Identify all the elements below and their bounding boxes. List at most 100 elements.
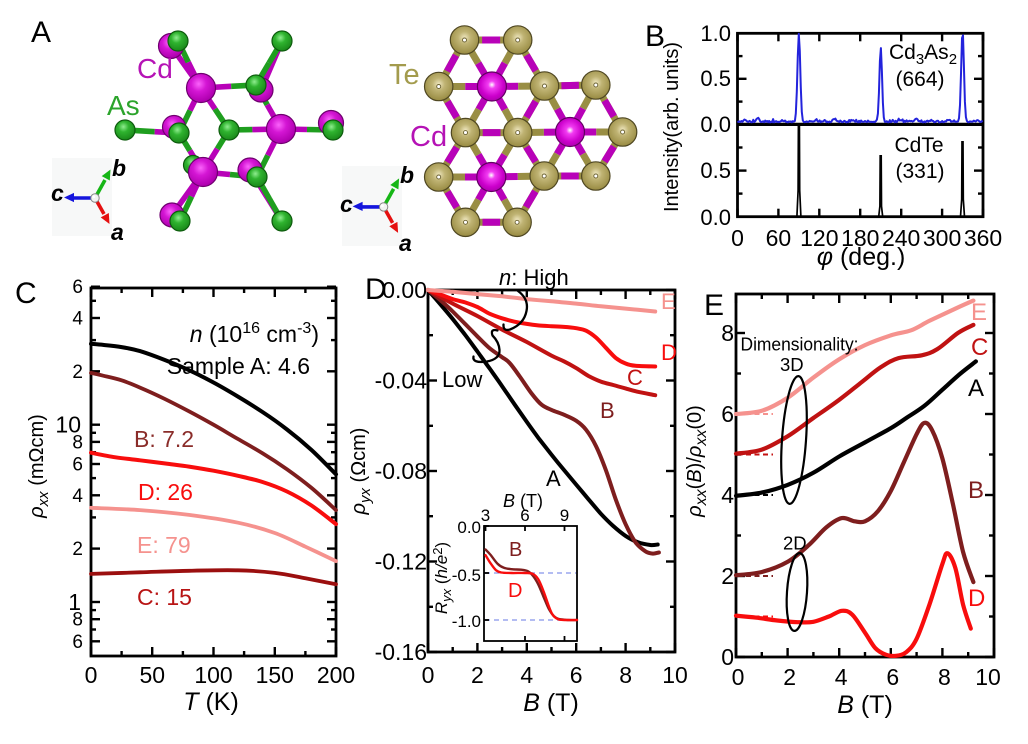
svg-text:10: 10 (975, 664, 1001, 690)
svg-text:A: A (546, 466, 561, 491)
svg-text:-0.16: -0.16 (375, 639, 427, 665)
svg-text:E: E (704, 289, 724, 322)
svg-text:2: 2 (721, 563, 734, 589)
svg-text:D: D (508, 580, 522, 602)
svg-text:10: 10 (55, 412, 81, 438)
svg-text:2: 2 (783, 664, 796, 690)
svg-text:Cd: Cd (410, 121, 447, 153)
svg-text:6: 6 (570, 662, 583, 688)
svg-text:Low: Low (442, 367, 482, 392)
svg-text:8: 8 (938, 664, 951, 690)
svg-text:6: 6 (72, 455, 83, 476)
svg-text:0.0: 0.0 (700, 112, 731, 137)
svg-text:-0.08: -0.08 (375, 458, 427, 484)
svg-text:CdTe: CdTe (894, 134, 943, 157)
svg-text:Sample A: 4.6: Sample A: 4.6 (167, 353, 310, 379)
svg-text:Te: Te (389, 59, 420, 91)
svg-text:-0.12: -0.12 (375, 549, 427, 575)
svg-text:4: 4 (835, 664, 848, 690)
svg-text:E: E (661, 289, 676, 314)
svg-text:2: 2 (72, 539, 83, 560)
svg-text:a: a (111, 219, 124, 245)
svg-text:C: C (627, 365, 643, 390)
svg-text:120: 120 (800, 225, 838, 251)
svg-text:Cd: Cd (137, 53, 173, 84)
svg-text:B: 7.2: B: 7.2 (134, 426, 194, 452)
svg-text:4: 4 (721, 482, 734, 508)
svg-text:50: 50 (139, 662, 165, 688)
svg-text:B: B (968, 477, 984, 504)
svg-text:100: 100 (194, 662, 232, 688)
svg-text:ρyx (Ωcm): ρyx (Ωcm) (348, 428, 374, 516)
svg-text:Ryx (h/e2): Ryx (h/e2) (430, 542, 454, 614)
svg-text:B: B (600, 398, 615, 423)
svg-text:0: 0 (422, 662, 435, 688)
svg-text:(664): (664) (895, 68, 944, 91)
svg-text:1: 1 (68, 589, 81, 615)
svg-text:8: 8 (721, 320, 734, 346)
svg-text:0: 0 (85, 662, 98, 688)
svg-text:c: c (51, 180, 64, 206)
svg-text:A: A (31, 16, 51, 49)
svg-text:1.0: 1.0 (700, 21, 731, 46)
svg-text:6: 6 (886, 664, 899, 690)
svg-text:3D: 3D (780, 354, 804, 375)
svg-text:-0.04: -0.04 (375, 368, 428, 394)
svg-text:C: 15: C: 15 (137, 584, 192, 610)
svg-text:As: As (107, 90, 140, 121)
svg-text:0.0: 0.0 (700, 205, 731, 230)
svg-text:2D: 2D (783, 533, 807, 554)
svg-text:Intensity(arb. units): Intensity(arb. units) (661, 42, 683, 212)
svg-text:300: 300 (923, 225, 961, 251)
svg-text:4: 4 (72, 486, 83, 507)
svg-text:D: D (968, 585, 985, 612)
svg-text:B (T): B (T) (503, 491, 543, 511)
svg-text:n: High: n: High (499, 265, 569, 290)
svg-text:6: 6 (72, 277, 83, 298)
svg-text:D: 26: D: 26 (138, 479, 193, 505)
svg-text:240: 240 (882, 225, 920, 251)
svg-text:D: D (365, 273, 387, 306)
svg-text:C: C (971, 334, 988, 361)
svg-text:8: 8 (72, 610, 83, 631)
svg-text:B (T): B (T) (523, 689, 579, 717)
svg-text:2: 2 (471, 662, 484, 688)
svg-text:4: 4 (520, 662, 533, 688)
svg-text:180: 180 (841, 225, 879, 251)
svg-text:(331): (331) (895, 160, 944, 183)
svg-text:0: 0 (731, 225, 744, 251)
svg-text:2: 2 (72, 362, 83, 383)
svg-text:ρxx (mΩcm): ρxx (mΩcm) (26, 414, 52, 519)
svg-text:-0.5: -0.5 (452, 566, 481, 585)
svg-text:A: A (968, 375, 984, 402)
svg-text:6: 6 (520, 506, 529, 525)
svg-text:0.00: 0.00 (382, 277, 427, 303)
svg-text:3: 3 (481, 506, 490, 525)
svg-text:D: D (661, 340, 677, 365)
svg-text:6: 6 (721, 401, 734, 427)
svg-text:c: c (340, 191, 353, 217)
svg-text:150: 150 (256, 662, 294, 688)
svg-text:8: 8 (72, 432, 83, 453)
svg-text:6: 6 (72, 632, 83, 653)
svg-text:200: 200 (317, 662, 355, 688)
svg-text:Dimensionality:: Dimensionality: (741, 334, 859, 355)
svg-text:0.5: 0.5 (700, 158, 731, 183)
svg-text:60: 60 (766, 225, 792, 251)
svg-text:4: 4 (72, 308, 83, 329)
svg-text:ρxx(B)/ρxx(0): ρxx(B)/ρxx(0) (684, 405, 710, 518)
svg-text:B: B (645, 20, 665, 53)
svg-text:0: 0 (732, 664, 745, 690)
svg-text:0: 0 (721, 644, 734, 670)
svg-text:b: b (400, 162, 414, 188)
svg-text:C: C (15, 277, 37, 310)
svg-text:a: a (399, 230, 412, 256)
svg-text:360: 360 (964, 225, 1002, 251)
svg-text:B (T): B (T) (837, 691, 893, 719)
svg-text:0.5: 0.5 (700, 66, 731, 91)
svg-text:E: E (971, 299, 987, 326)
svg-text:B: B (509, 539, 522, 561)
svg-text:b: b (112, 155, 126, 181)
svg-text:8: 8 (619, 662, 632, 688)
svg-text:φ (deg.): φ (deg.) (817, 243, 906, 271)
